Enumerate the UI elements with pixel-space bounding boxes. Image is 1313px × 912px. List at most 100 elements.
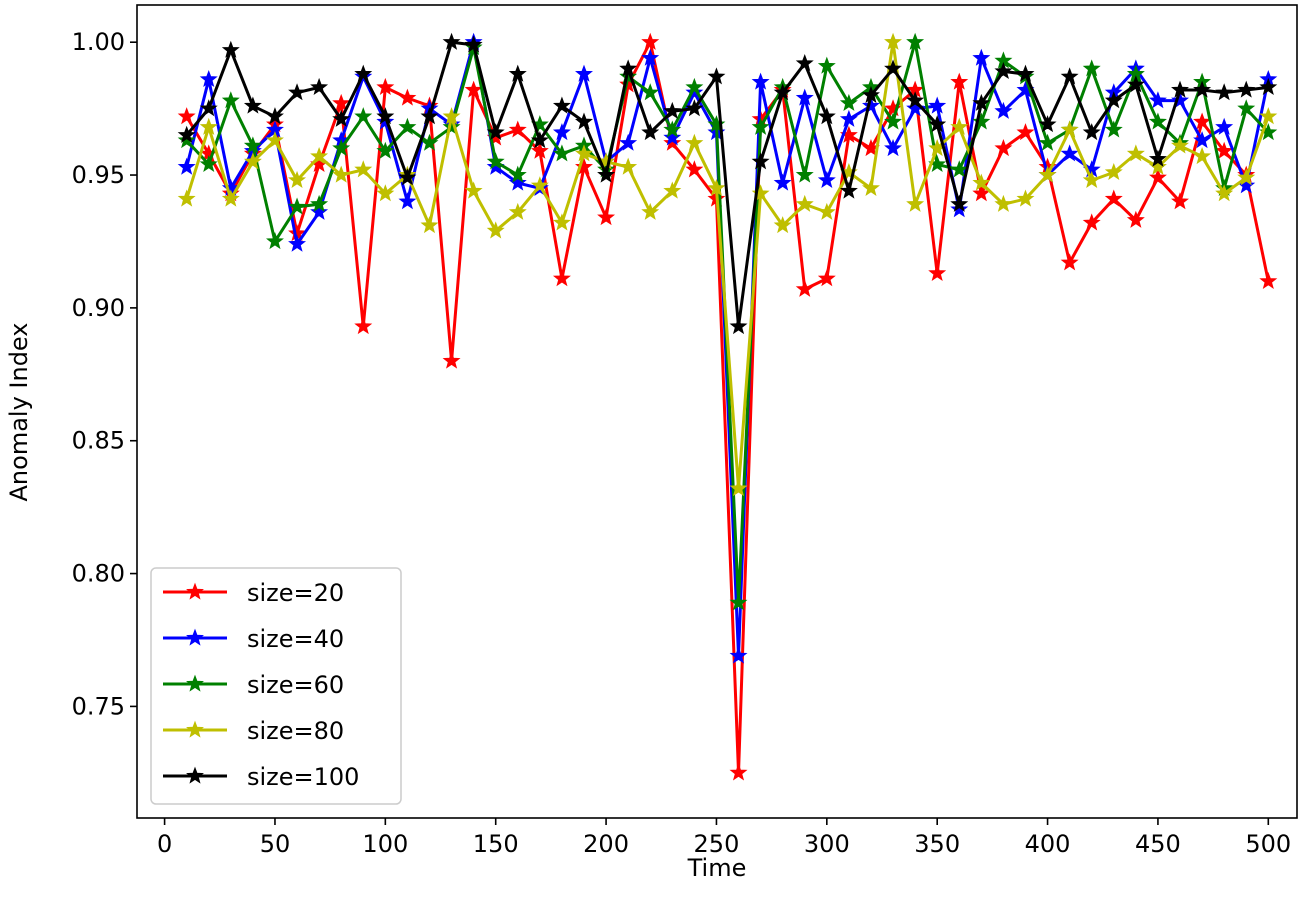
data-point [950, 160, 969, 178]
data-point [354, 317, 373, 335]
data-point [530, 141, 549, 159]
data-point [1259, 107, 1278, 125]
y-tick-label: 0.90 [72, 294, 125, 322]
data-point [994, 139, 1013, 157]
data-point [729, 763, 748, 781]
data-point [177, 157, 196, 175]
data-point [376, 107, 395, 125]
data-point [552, 213, 571, 231]
data-point [1193, 131, 1212, 149]
data-point [751, 152, 770, 170]
x-tick-label: 400 [1025, 830, 1071, 858]
x-tick-label: 150 [473, 830, 519, 858]
data-point [464, 35, 483, 53]
data-point [1060, 120, 1079, 138]
data-point [221, 189, 240, 207]
data-point [376, 184, 395, 202]
data-point [199, 99, 218, 117]
data-point [575, 157, 593, 175]
data-point [839, 181, 858, 199]
data-point [1104, 189, 1123, 207]
legend-label: size=80 [247, 717, 344, 745]
y-tick-label: 0.85 [72, 427, 125, 455]
data-point [685, 133, 704, 151]
data-point [906, 32, 925, 50]
data-point [310, 77, 329, 95]
data-point [795, 165, 814, 183]
data-point [773, 173, 792, 191]
data-point [420, 216, 439, 234]
x-axis: 0 50 100 150 200 250 300 350 400 450 500 [157, 818, 1291, 858]
data-point [243, 96, 262, 114]
data-point [972, 93, 991, 111]
data-point [685, 99, 704, 117]
data-point [751, 184, 770, 202]
data-point [1237, 80, 1256, 98]
data-point [641, 83, 660, 101]
data-point [972, 48, 991, 66]
legend-label: size=100 [247, 763, 359, 791]
data-point [508, 120, 527, 138]
data-point [1016, 189, 1035, 207]
data-point [1126, 75, 1145, 93]
data-point [1038, 133, 1057, 151]
x-tick-label: 100 [362, 830, 408, 858]
data-point [597, 165, 616, 183]
data-point [685, 77, 704, 95]
x-tick-label: 450 [1135, 830, 1181, 858]
data-point [221, 91, 240, 109]
legend-label: size=40 [247, 625, 344, 653]
data-point [619, 133, 638, 151]
data-point [641, 48, 660, 66]
data-point [1148, 157, 1167, 175]
data-point [773, 216, 792, 234]
data-point [641, 32, 660, 50]
data-point [376, 112, 395, 130]
data-point [994, 61, 1013, 80]
legend-swatch-marker [186, 674, 204, 692]
data-point [508, 173, 527, 191]
data-point [839, 109, 858, 127]
data-point [530, 131, 549, 149]
data-point [486, 221, 505, 239]
data-point [199, 117, 218, 135]
data-point [1171, 80, 1189, 98]
data-point [376, 77, 395, 95]
series-size-80 [177, 32, 1278, 497]
data-point [795, 88, 814, 106]
data-point [1259, 77, 1278, 95]
data-point [685, 83, 704, 101]
data-point [1148, 149, 1167, 167]
y-tick-label: 0.95 [72, 161, 125, 189]
data-point [1104, 162, 1123, 181]
data-point [1082, 213, 1101, 231]
data-point [972, 173, 991, 191]
data-point [177, 131, 196, 149]
data-point [464, 181, 483, 199]
data-point [751, 72, 770, 90]
data-point [1126, 144, 1145, 162]
data-point [906, 194, 925, 212]
data-point [464, 80, 483, 98]
data-point [398, 192, 417, 210]
data-point [266, 107, 284, 125]
data-point [243, 136, 262, 154]
data-point [1148, 168, 1167, 186]
data-point [288, 234, 307, 252]
data-point [575, 144, 593, 162]
data-point [597, 208, 616, 226]
data-point [575, 112, 593, 130]
data-point [376, 141, 395, 159]
data-point [332, 109, 351, 127]
data-point [398, 168, 417, 186]
data-point [486, 123, 505, 141]
data-point [817, 107, 836, 125]
data-point [332, 165, 351, 183]
data-point [994, 194, 1013, 212]
y-tick-label: 0.80 [72, 560, 125, 588]
data-point [707, 115, 726, 133]
data-point [1215, 83, 1234, 101]
data-point [442, 32, 461, 50]
data-point [199, 69, 218, 88]
data-point [1060, 67, 1079, 85]
